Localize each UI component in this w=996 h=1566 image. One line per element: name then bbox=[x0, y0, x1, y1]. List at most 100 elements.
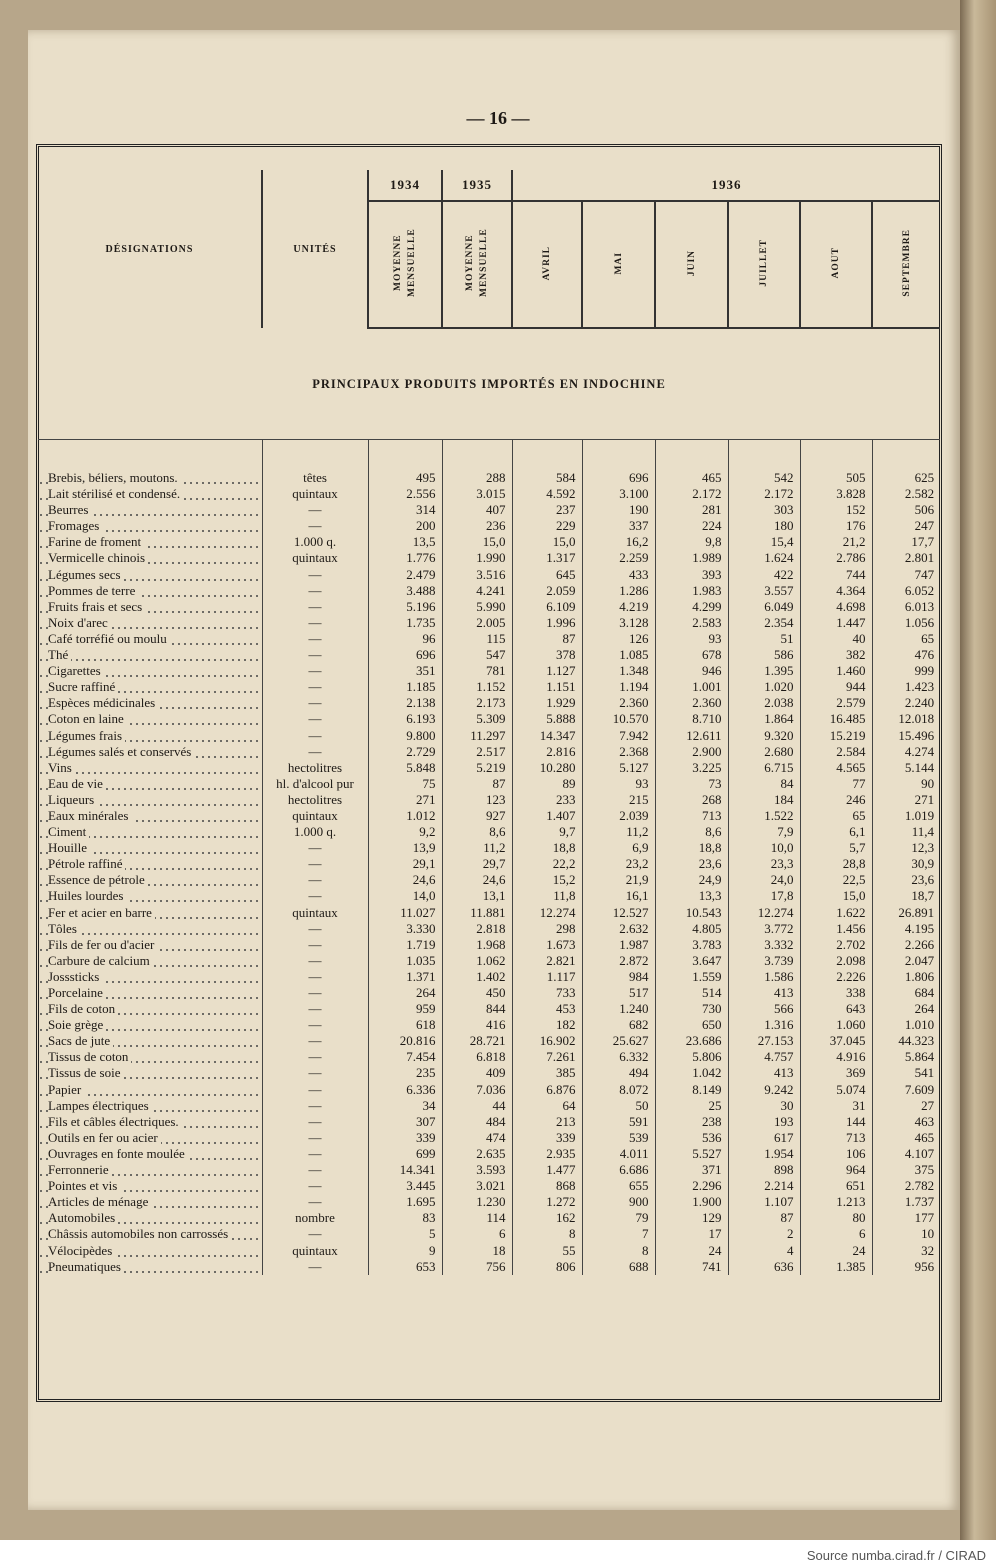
unit: — bbox=[261, 856, 368, 873]
value: 126 bbox=[581, 630, 655, 648]
value: 2.583 bbox=[654, 614, 728, 631]
value: 11.881 bbox=[441, 904, 512, 921]
value: 9 bbox=[367, 1242, 442, 1259]
unit: — bbox=[261, 840, 368, 857]
value: 65 bbox=[799, 807, 872, 825]
value: 1.240 bbox=[581, 1001, 655, 1018]
value: 314 bbox=[367, 502, 442, 519]
column-header-text: JUIN bbox=[686, 249, 697, 277]
value: 2.138 bbox=[367, 695, 442, 712]
column-header-text: MAI bbox=[613, 251, 624, 275]
value: 7.942 bbox=[581, 727, 655, 744]
value: 5.144 bbox=[871, 759, 941, 776]
designation-cell: Thé bbox=[38, 647, 262, 664]
value: 3.330 bbox=[367, 920, 442, 937]
value: 2.047 bbox=[871, 952, 941, 969]
value: 233 bbox=[511, 791, 582, 808]
column-header: MAI bbox=[581, 201, 655, 329]
value: 586 bbox=[727, 647, 800, 664]
value: 7.454 bbox=[367, 1049, 442, 1066]
value: 7.036 bbox=[441, 1081, 512, 1098]
value: 2.786 bbox=[799, 550, 872, 567]
table-row: Fer et acier en barre quintaux 11.027 11.88… bbox=[38, 904, 941, 921]
value: 9.320 bbox=[727, 727, 800, 744]
value: 93 bbox=[581, 775, 655, 792]
designation-cell: Articles de ménage bbox=[38, 1194, 262, 1211]
value: 339 bbox=[367, 1129, 442, 1146]
value: 96 bbox=[367, 630, 442, 648]
value: 898 bbox=[727, 1162, 800, 1179]
value: 7.261 bbox=[511, 1049, 582, 1066]
designation-cell: Vélocipèdes bbox=[38, 1242, 262, 1259]
designation: Vins bbox=[48, 759, 75, 775]
value: 24 bbox=[654, 1242, 728, 1259]
value: 1.989 bbox=[654, 550, 728, 567]
value: 25.627 bbox=[581, 1033, 655, 1050]
designation-cell: Coton en laine bbox=[38, 711, 262, 728]
value: 23,3 bbox=[727, 856, 800, 873]
designation-cell: Légumes secs bbox=[38, 566, 262, 583]
unit: — bbox=[261, 1226, 368, 1243]
value: 24,0 bbox=[727, 872, 800, 889]
value: 3.593 bbox=[441, 1162, 512, 1179]
unit: — bbox=[261, 1033, 368, 1050]
value: 416 bbox=[441, 1017, 512, 1034]
value: 422 bbox=[727, 566, 800, 583]
designation: Légumes secs bbox=[48, 566, 124, 582]
designation-cell: Châssis automobiles non carrossés bbox=[38, 1226, 262, 1243]
value: 11,2 bbox=[581, 824, 655, 841]
table-row: Brebis, béliers, moutons. têtes 495 288 584 6… bbox=[38, 470, 941, 487]
year-header: 1936 bbox=[510, 170, 941, 202]
value: 5.527 bbox=[654, 1145, 728, 1163]
value: 6.109 bbox=[511, 598, 582, 615]
value: 14,0 bbox=[367, 888, 442, 905]
value: 83 bbox=[367, 1210, 442, 1227]
value: 236 bbox=[441, 518, 512, 535]
value: 2.680 bbox=[727, 743, 800, 760]
designation: Vélocipèdes bbox=[48, 1242, 116, 1258]
value: 2.296 bbox=[654, 1178, 728, 1195]
designation: Légumes salés et conservés bbox=[48, 743, 195, 759]
value: 16,1 bbox=[581, 888, 655, 905]
value: 11.297 bbox=[441, 727, 512, 744]
value: 1.060 bbox=[799, 1017, 872, 1034]
column-header: AVRIL bbox=[511, 201, 582, 329]
table-row: Articles de ménage —1.695 1.230 1.272 900 1.9… bbox=[38, 1194, 941, 1211]
value: 6.013 bbox=[871, 598, 941, 615]
value: 2.354 bbox=[727, 614, 800, 631]
value: 514 bbox=[654, 985, 728, 1002]
value: 505 bbox=[799, 470, 872, 487]
table-row: Vins hectolitres 5.848 5.219 10.280 5.127 3.22… bbox=[38, 759, 941, 776]
value: 17 bbox=[654, 1226, 728, 1243]
value: 6.715 bbox=[727, 759, 800, 776]
value: 182 bbox=[511, 1017, 582, 1034]
table-row: Fils et câbles électriques. —307 484 213 591… bbox=[38, 1113, 941, 1130]
value: 298 bbox=[511, 920, 582, 937]
value: 11.027 bbox=[367, 904, 442, 921]
source-bar bbox=[0, 1540, 996, 1566]
designation: Articles de ménage bbox=[48, 1194, 152, 1210]
value: 15.219 bbox=[799, 727, 872, 744]
value: 1.929 bbox=[511, 695, 582, 712]
value: 3.445 bbox=[367, 1178, 442, 1195]
value: 24,6 bbox=[441, 872, 512, 889]
value: 89 bbox=[511, 775, 582, 792]
value: 2.360 bbox=[654, 695, 728, 712]
value: 2.801 bbox=[871, 550, 941, 567]
value: 93 bbox=[654, 630, 728, 648]
value: 806 bbox=[511, 1258, 582, 1275]
unit: — bbox=[261, 663, 368, 680]
value: 1.010 bbox=[871, 1017, 941, 1034]
designation: Noix d'arec bbox=[48, 614, 111, 630]
value: 162 bbox=[511, 1210, 582, 1227]
unit: — bbox=[261, 1097, 368, 1114]
value: 696 bbox=[581, 470, 655, 487]
designation: Essence de pétrole bbox=[48, 872, 148, 888]
value: 2.579 bbox=[799, 695, 872, 712]
value: 12.527 bbox=[581, 904, 655, 921]
value: 984 bbox=[581, 968, 655, 985]
value: 1.737 bbox=[871, 1194, 941, 1211]
value: 1.286 bbox=[581, 582, 655, 599]
column-header: MOYENNE MENSUELLE bbox=[441, 201, 512, 329]
value: 215 bbox=[581, 791, 655, 808]
